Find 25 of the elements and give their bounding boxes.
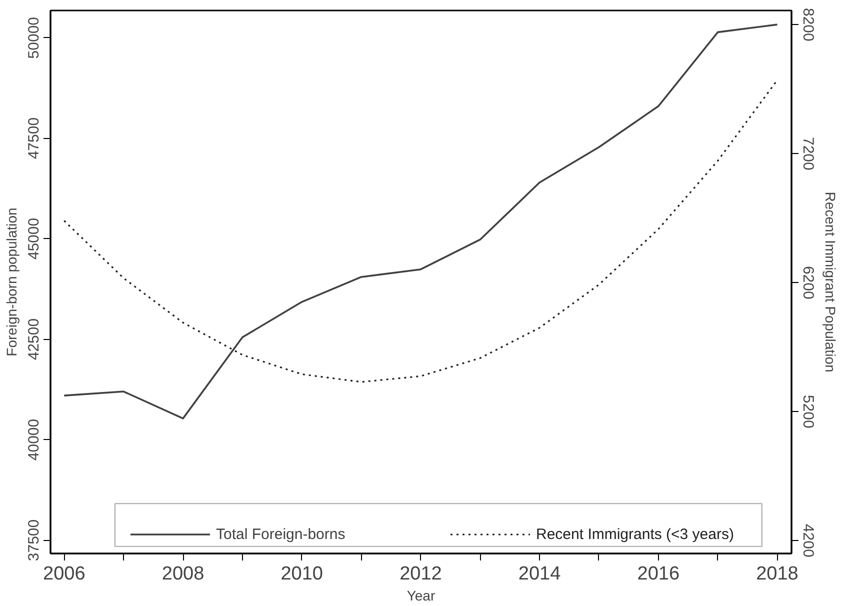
text: Recent Immigrants (<3 years) [536, 526, 734, 542]
x-tick-label: 2014 [518, 564, 562, 584]
y2-tick-label: 5200 [800, 394, 816, 428]
text: Total Foreign-borns [216, 526, 346, 542]
x-tick-label: 2018 [756, 564, 798, 584]
y2-tick-label: 8200 [800, 8, 816, 42]
y-tick-label: 37500 [26, 519, 42, 562]
y-axis-title: Foreign-born population [4, 208, 20, 356]
line-series [63, 24, 778, 420]
y-tick-label: 42500 [26, 318, 42, 360]
y2-tick-label: 7200 [800, 136, 816, 170]
y2-axis-title: Recent Immigrant Population [822, 192, 838, 372]
y-tick-label: 45000 [26, 218, 42, 260]
x-tick-label: 2008 [162, 564, 204, 584]
y2-tick-label: 4200 [800, 524, 816, 558]
y-tick-label: 50000 [26, 16, 42, 59]
line-series [63, 79, 778, 383]
y-tick-label: 47500 [26, 117, 42, 160]
x-tick-label: 2016 [637, 564, 680, 584]
y-tick-label: 40000 [26, 418, 42, 461]
x-tick-label: 2012 [400, 564, 442, 584]
y2-tick-label: 6200 [800, 266, 816, 300]
x-axis-title: Year [406, 588, 436, 604]
x-tick-label: 2010 [280, 564, 324, 584]
x-tick-label: 2006 [43, 564, 86, 584]
